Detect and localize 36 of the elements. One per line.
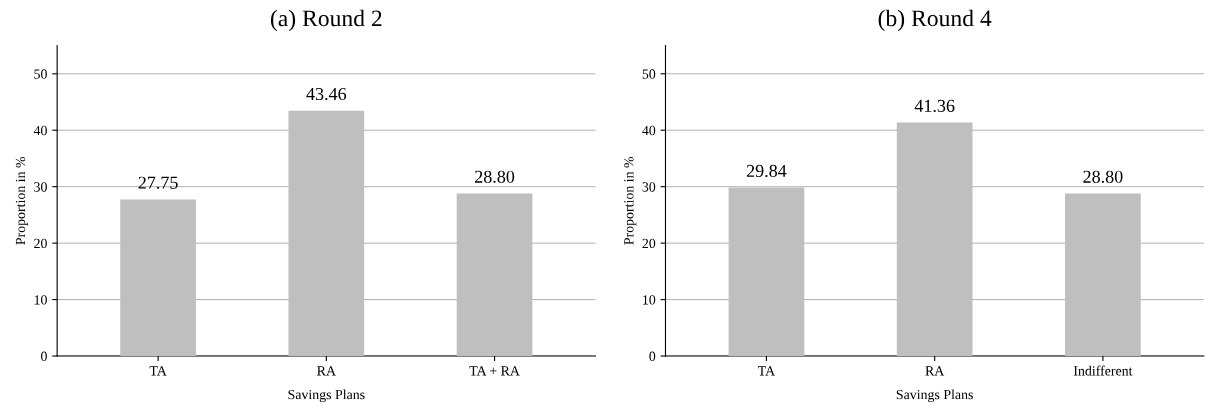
y-axis-title: Proportion in %	[15, 156, 28, 245]
bar	[456, 193, 533, 357]
data-label: 27.75	[138, 176, 178, 189]
y-tick-label: 0	[649, 351, 656, 361]
y-tick-label: 30	[642, 182, 656, 192]
data-label: 28.80	[475, 170, 515, 183]
y-tick-label: 40	[33, 125, 47, 136]
x-tick-label: Indifferent	[1073, 365, 1133, 376]
y-tick-label: 20	[34, 238, 47, 249]
bar	[1065, 193, 1141, 357]
data-label: 29.84	[746, 164, 787, 178]
data-label: 41.36	[914, 99, 955, 113]
bar	[120, 199, 196, 357]
x-axis-title: Savings Plans	[288, 389, 365, 403]
bar	[728, 187, 805, 357]
data-label: 28.80	[1083, 170, 1123, 183]
y-axis-title: Proportion in %	[624, 156, 637, 245]
y-tick-label: 30	[34, 182, 47, 192]
bar	[288, 110, 365, 357]
x-axis-title: Savings Plans	[896, 389, 973, 403]
bar	[896, 122, 973, 357]
y-tick-label: 40	[642, 125, 656, 136]
y-tick-label: 10	[34, 295, 47, 305]
y-tick-label: 50	[642, 69, 656, 79]
y-tick-label: 0	[41, 351, 47, 361]
x-tick-label: RA	[317, 366, 336, 376]
x-tick-label: TA	[757, 366, 776, 376]
data-label: 43.46	[306, 87, 347, 101]
x-tick-label: TA	[149, 366, 167, 376]
y-tick-label: 50	[34, 69, 47, 79]
x-tick-label: TA + RA	[469, 366, 520, 376]
x-tick-label: RA	[925, 366, 945, 376]
chart-title: (b) Round 4	[878, 9, 992, 32]
y-tick-label: 10	[643, 295, 656, 305]
chart-title: (a) Round 2	[270, 9, 382, 32]
y-tick-label: 20	[642, 238, 656, 249]
